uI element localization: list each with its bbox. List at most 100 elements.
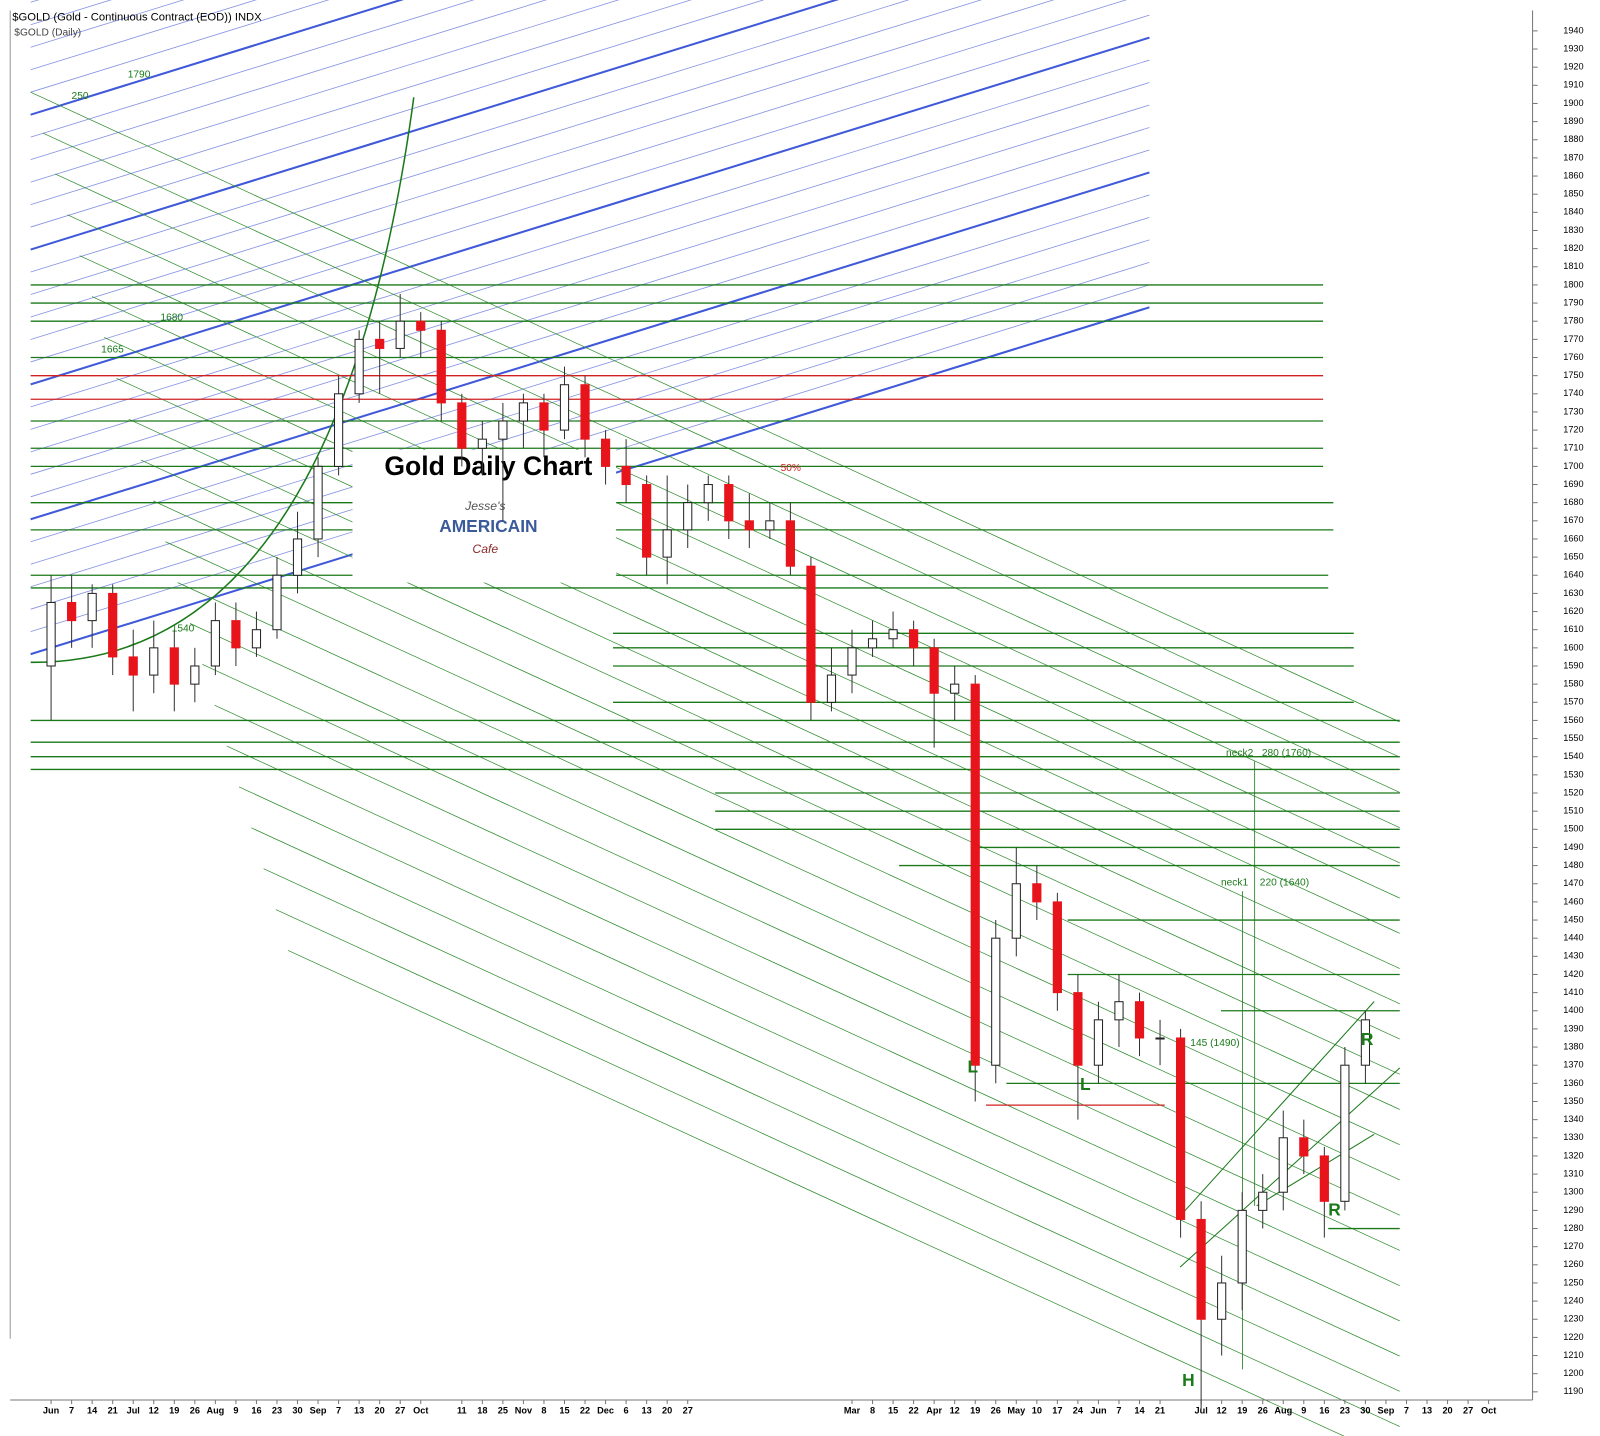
x-tick-label: Nov (515, 1406, 533, 1416)
trendline (30, 91, 1400, 723)
annotation: 50% (781, 463, 801, 474)
trendline (30, 0, 620, 183)
x-tick-label: 17 (1052, 1406, 1062, 1416)
x-tick-label: Sep (1378, 1406, 1395, 1416)
trendline (30, 0, 475, 138)
y-tick-label: 1500 (1563, 824, 1583, 834)
x-tick-label: 8 (541, 1406, 546, 1416)
x-tick-label: 22 (908, 1406, 918, 1416)
x-tick-label: May (1007, 1406, 1026, 1416)
trendline (30, 127, 1150, 475)
candle-body (1319, 1155, 1329, 1202)
candle-body (354, 338, 364, 395)
annotation: 1540 (172, 623, 195, 634)
x-tick-label: Aug (1274, 1406, 1292, 1416)
candle-body (765, 520, 775, 531)
y-tick-label: 1310 (1563, 1169, 1583, 1179)
channel-line (1256, 1133, 1375, 1207)
candle-body (1278, 1137, 1288, 1193)
x-tick-label: 12 (1217, 1406, 1227, 1416)
x-tick-label: Mar (844, 1406, 861, 1416)
channel-line (1179, 1001, 1375, 1217)
y-tick-label: 1660 (1563, 533, 1583, 543)
candle-body (128, 656, 138, 676)
y-tick-label: 1730 (1563, 406, 1583, 416)
candle-body (1237, 1209, 1247, 1284)
y-tick-label: 1400 (1563, 1005, 1583, 1015)
y-tick-label: 1740 (1563, 388, 1583, 398)
x-tick-label: 21 (1155, 1406, 1165, 1416)
y-tick-label: 1930 (1563, 43, 1583, 53)
x-tick-label: 26 (991, 1406, 1001, 1416)
x-tick-label: Jun (43, 1406, 60, 1416)
trendline (104, 337, 1400, 934)
header: $GOLD (Gold - Continuous Contract (EOD))… (12, 12, 262, 24)
y-tick-label: 1700 (1563, 461, 1583, 471)
trendline (30, 82, 1150, 430)
trendline (30, 261, 1150, 610)
annotation: neck1 (1221, 878, 1249, 889)
y-tick-label: 1570 (1563, 697, 1583, 707)
y-tick-label: 1880 (1563, 134, 1583, 144)
trendline (30, 0, 840, 251)
trendline (128, 418, 1400, 1005)
y-tick-label: 1330 (1563, 1132, 1583, 1142)
trendline (30, 0, 330, 93)
y-tick-label: 1420 (1563, 969, 1583, 979)
candle-body (375, 338, 385, 349)
x-tick-label: 13 (1422, 1406, 1432, 1416)
y-tick-label: 1560 (1563, 715, 1583, 725)
trendline (30, 239, 1150, 588)
candle-body (826, 674, 837, 703)
candle-body (210, 620, 220, 667)
candle-body (1175, 1037, 1186, 1220)
x-tick-label: 12 (950, 1406, 960, 1416)
annotation: neck2 (1226, 748, 1254, 759)
trendline (238, 786, 1400, 1322)
y-tick-label: 1630 (1563, 588, 1583, 598)
x-tick-label: 23 (272, 1406, 282, 1416)
y-tick-label: 1670 (1563, 515, 1583, 525)
y-tick-label: 1590 (1563, 660, 1583, 670)
trendline (79, 255, 1400, 864)
candle-body (313, 465, 323, 540)
trendlines (30, 0, 1401, 1436)
candle-body (87, 592, 97, 622)
candle-body (1032, 883, 1042, 903)
x-tick-label: Oct (1481, 1406, 1496, 1416)
trendline (153, 500, 1400, 1075)
x-tick-label: Jun (1090, 1406, 1107, 1416)
trendline (263, 868, 1400, 1392)
trendline (214, 704, 1400, 1251)
x-tick-label: 14 (87, 1406, 98, 1416)
candle-body (333, 393, 344, 467)
plot: 1190120012101220123012401250126012701280… (43, 25, 1584, 1415)
trendline (202, 664, 1400, 1216)
y-tick-label: 1780 (1563, 316, 1583, 326)
annotation: H (1182, 1370, 1195, 1390)
y-tick-label: 1940 (1563, 25, 1583, 35)
logo-text: Jesse's (464, 499, 505, 513)
trendline (30, 0, 40, 3)
y-tick-label: 1230 (1563, 1314, 1583, 1324)
y-tick-label: 1190 (1564, 1386, 1584, 1396)
y-tick-label: 1860 (1563, 170, 1583, 180)
x-tick-label: 16 (1319, 1406, 1329, 1416)
candle-body (67, 601, 77, 622)
y-tick-label: 1790 (1563, 297, 1583, 307)
y-tick-label: 1270 (1563, 1241, 1583, 1251)
x-tick-label: 22 (580, 1406, 590, 1416)
x-tick-label: 9 (233, 1406, 238, 1416)
candle-body (621, 465, 631, 486)
x-tick-label: 21 (108, 1406, 118, 1416)
x-tick-label: 12 (149, 1406, 159, 1416)
y-tick-label: 1370 (1563, 1060, 1583, 1070)
trendline (30, 194, 1150, 543)
trendline (55, 173, 1400, 793)
trendline (30, 217, 1150, 565)
candle-body (559, 384, 570, 431)
y-tick-label: 1360 (1563, 1078, 1583, 1088)
y-tick-label: 1770 (1563, 334, 1583, 344)
candle-body (1011, 883, 1021, 939)
trendline (226, 745, 1400, 1286)
